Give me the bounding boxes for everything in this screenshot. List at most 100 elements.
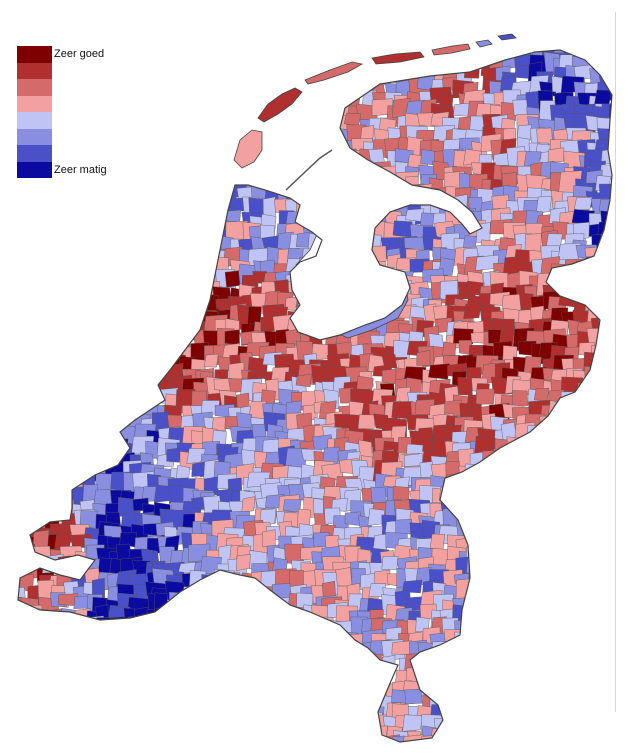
municipality-region [69,175,90,199]
municipality-region [311,80,330,97]
municipality-region [562,619,585,636]
municipality-region [31,197,51,214]
municipality-region [49,658,65,681]
island-texel [257,87,303,123]
municipality-region [144,693,166,710]
municipality-region [225,76,240,94]
municipality-region [191,751,213,755]
municipality-region [538,629,564,647]
municipality-region [97,369,112,395]
municipality-region [539,699,562,722]
municipality-region [608,453,612,474]
municipality-region [21,719,38,738]
municipality-region [25,327,42,348]
municipality-region [120,129,141,151]
municipality-region [92,405,112,428]
municipality-region [492,688,509,706]
municipality-region [2,532,15,554]
municipality-region [478,675,497,696]
municipality-region [18,443,37,467]
municipality-region [94,209,116,235]
municipality-region [179,267,196,291]
municipality-region [357,548,371,563]
municipality-region [107,56,130,73]
municipality-region [186,653,208,677]
municipality-region [440,676,461,696]
municipality-region [502,666,517,686]
municipality-region [284,654,304,678]
municipality-region [132,704,155,726]
municipality-region [66,305,85,324]
municipality-region [201,677,220,695]
municipality-region [321,175,343,194]
municipality-region [48,306,62,329]
municipality-region [559,583,573,600]
municipality-region [130,79,148,98]
municipality-region [177,716,194,738]
municipality-region [214,693,229,717]
municipality-region [18,335,28,356]
municipality-region [278,713,299,730]
municipality-region [62,322,78,341]
municipality-region [157,715,176,732]
municipality-region [50,667,67,690]
municipality-region [599,450,612,471]
municipality-region [237,680,252,704]
municipality-region [516,475,536,492]
municipality-region [37,365,57,380]
municipality-region [495,543,510,564]
municipality-region [18,448,28,465]
municipality-region [431,750,452,755]
municipality-region [149,50,172,62]
municipality-region [213,729,231,742]
municipality-region [332,87,350,105]
municipality-region [71,333,93,352]
municipality-region [228,66,247,88]
municipality-region [587,455,605,471]
municipality-region [488,664,511,688]
municipality-region [117,632,139,648]
municipality-region [18,227,25,249]
municipality-region [621,56,625,70]
municipality-region [152,256,173,271]
municipality-region [263,748,285,755]
municipality-region [18,639,28,660]
municipality-region [395,519,412,535]
municipality-region [370,245,387,264]
municipality-region [535,679,553,701]
municipality-region [194,113,213,128]
municipality-region [141,267,158,288]
municipality-region [450,717,474,742]
municipality-region [155,645,179,666]
municipality-region [343,80,362,101]
municipality-region [151,208,167,231]
municipality-region [479,547,497,566]
municipality-region [402,734,424,742]
municipality-region [298,107,315,127]
legend: Zeer goed Zeer matig [17,46,107,178]
municipality-region [93,236,115,261]
municipality-region [536,508,557,524]
municipality-region [240,580,256,596]
municipality-region [273,646,298,670]
municipality-region [134,111,154,126]
municipality-region [212,677,236,699]
municipality-region [311,738,330,742]
municipality-region [459,751,479,755]
municipality-region [503,740,521,742]
municipality-region [0,729,15,747]
municipality-region [140,632,163,655]
municipality-region [524,595,543,612]
municipality-region [62,225,78,247]
municipality-region [32,354,50,373]
municipality-region [226,671,244,687]
legend-label: Zeer matig [54,163,107,176]
municipality-region [128,275,151,297]
municipality-region [45,465,70,481]
municipality-region [66,439,90,458]
municipality-region [538,539,557,560]
municipality-region [553,50,579,54]
municipality-region [146,82,163,106]
municipality-region [129,196,148,212]
municipality-region [74,428,94,442]
